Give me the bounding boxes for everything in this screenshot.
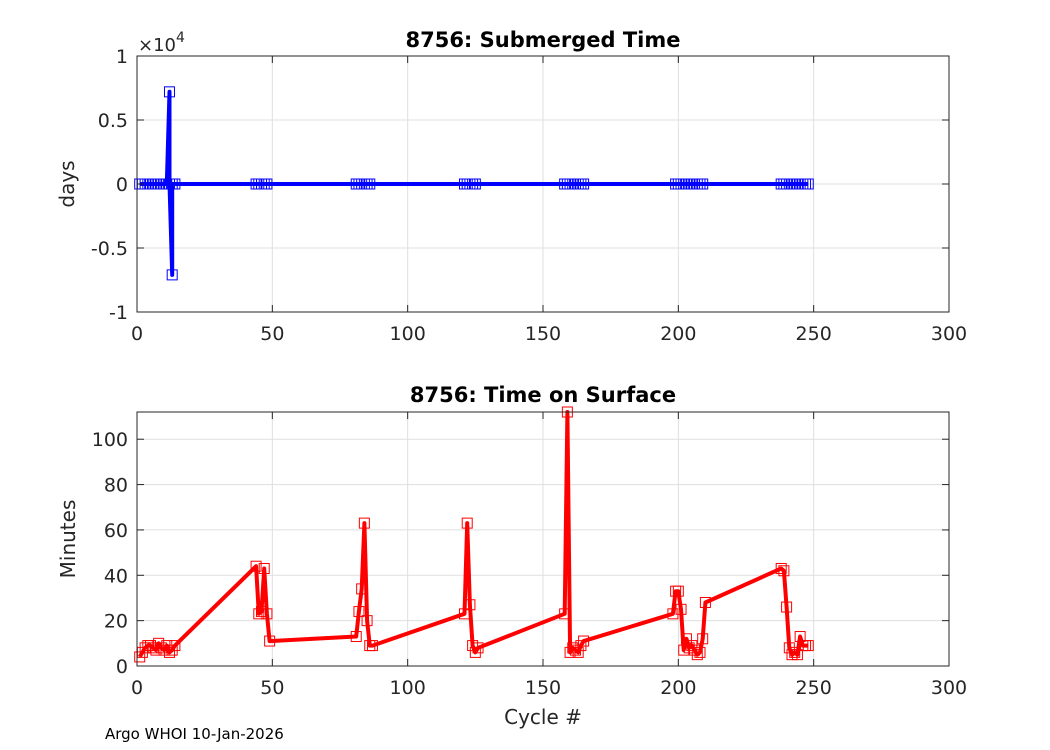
- series-submerged: [134, 86, 814, 281]
- x-tick-label: 0: [131, 677, 143, 699]
- data-point-surface: [578, 635, 590, 647]
- data-point-surface: [361, 615, 373, 627]
- data-point-surface: [264, 635, 276, 647]
- y-tick-label: -0.5: [91, 238, 128, 260]
- data-point-surface: [350, 631, 362, 643]
- y-tick-label: 0: [116, 656, 128, 678]
- data-point-surface: [356, 583, 368, 595]
- ticks-surface: 0 50 100 150 200 250 300 0 20 40 60 80 100: [92, 412, 967, 699]
- submerged-time-chart: 0 50 100 150 200 250 300 -1 -0.5 0 0.5 1 8756: Subm…: [55, 28, 967, 345]
- x-tick-label: 150: [525, 677, 561, 699]
- data-point-surface: [461, 517, 473, 529]
- data-point-surface: [699, 597, 711, 608]
- x-tick-label: 300: [931, 677, 967, 699]
- data-point-submerged: [802, 178, 814, 190]
- data-point-surface: [697, 633, 709, 645]
- data-point-surface: [250, 560, 262, 572]
- data-point-submerged: [169, 178, 181, 190]
- footer-credit: Argo WHOI 10-Jan-2026: [105, 725, 284, 743]
- data-point-surface: [675, 603, 687, 615]
- data-point-submerged: [163, 86, 175, 98]
- series-surface: [134, 406, 814, 663]
- data-point-submerged: [697, 178, 709, 190]
- data-point-surface: [472, 642, 484, 654]
- data-point-surface: [366, 640, 378, 652]
- data-point-submerged: [166, 269, 178, 281]
- y-tick-label: 20: [104, 611, 128, 633]
- data-point-surface: [802, 640, 814, 652]
- y-tick-label: 60: [104, 520, 128, 542]
- y-tick-label: 0.5: [98, 110, 128, 132]
- x-tick-label: 100: [390, 677, 426, 699]
- x-tick-label: 100: [390, 323, 426, 345]
- series-line-submerged: [139, 89, 809, 277]
- exponent-power: 4: [176, 30, 185, 46]
- x-tick-label: 300: [931, 323, 967, 345]
- data-point-surface: [261, 608, 273, 620]
- data-point-surface: [789, 646, 801, 658]
- x-tick-label: 200: [660, 323, 696, 345]
- x-tick-label: 50: [260, 323, 284, 345]
- y-tick-label: 40: [104, 565, 128, 587]
- x-tick-label: 250: [796, 677, 832, 699]
- data-point-surface: [694, 646, 706, 658]
- x-tick-label: 250: [796, 323, 832, 345]
- exponent-base: ×10: [138, 35, 176, 56]
- data-point-surface: [464, 599, 476, 611]
- data-point-surface: [258, 562, 270, 574]
- surface-time-chart: 0 50 100 150 200 250 300 0 20 40 60 80 100 8756: Tim…: [56, 383, 967, 729]
- data-point-surface: [559, 608, 571, 620]
- chart-title-surface: 8756: Time on Surface: [410, 383, 676, 407]
- data-point-submerged: [469, 178, 481, 190]
- exponent-label: ×104: [138, 30, 185, 56]
- data-point-surface: [169, 640, 181, 652]
- y-tick-label: 0: [116, 174, 128, 196]
- data-point-submerged: [261, 178, 273, 190]
- y-tick-label: 80: [104, 475, 128, 497]
- x-tick-label: 200: [660, 677, 696, 699]
- y-tick-label: 100: [92, 429, 128, 451]
- chart-title-submerged: 8756: Submerged Time: [405, 28, 680, 52]
- data-point-submerged: [364, 178, 376, 190]
- data-point-submerged: [578, 178, 590, 190]
- data-point-surface: [572, 646, 584, 658]
- y-tick-label: 1: [116, 46, 128, 68]
- data-point-surface: [672, 585, 684, 597]
- x-axis-label-surface: Cycle #: [504, 705, 582, 729]
- data-point-surface: [353, 606, 365, 618]
- x-tick-label: 0: [131, 323, 143, 345]
- x-tick-label: 150: [525, 323, 561, 345]
- data-point-surface: [775, 562, 787, 574]
- y-tick-label: -1: [109, 302, 128, 324]
- data-point-surface: [358, 517, 370, 529]
- y-axis-label-submerged: days: [55, 160, 79, 207]
- data-point-surface: [781, 601, 793, 613]
- y-axis-label-surface: Minutes: [56, 500, 80, 579]
- x-tick-label: 50: [260, 677, 284, 699]
- data-point-surface: [778, 565, 790, 577]
- data-point-surface: [253, 608, 265, 620]
- data-point-surface: [691, 649, 703, 661]
- ticks-submerged: 0 50 100 150 200 250 300 -1 -0.5 0 0.5 1: [91, 46, 967, 345]
